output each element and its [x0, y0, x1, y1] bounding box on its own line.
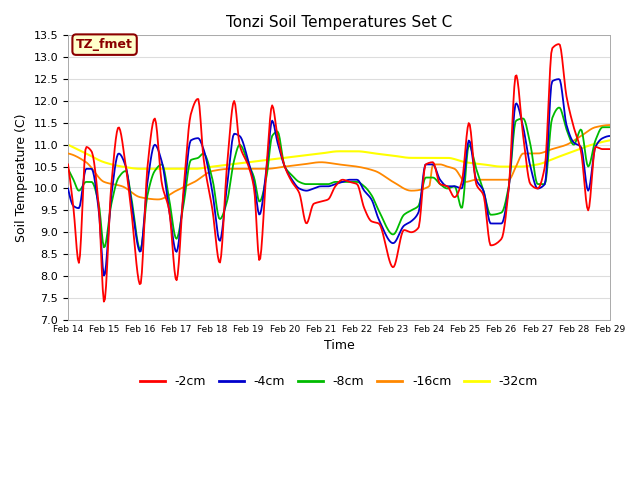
- Title: Tonzi Soil Temperatures Set C: Tonzi Soil Temperatures Set C: [226, 15, 452, 30]
- Legend: -2cm, -4cm, -8cm, -16cm, -32cm: -2cm, -4cm, -8cm, -16cm, -32cm: [135, 370, 543, 393]
- Text: TZ_fmet: TZ_fmet: [76, 38, 133, 51]
- X-axis label: Time: Time: [324, 339, 355, 352]
- Y-axis label: Soil Temperature (C): Soil Temperature (C): [15, 113, 28, 242]
